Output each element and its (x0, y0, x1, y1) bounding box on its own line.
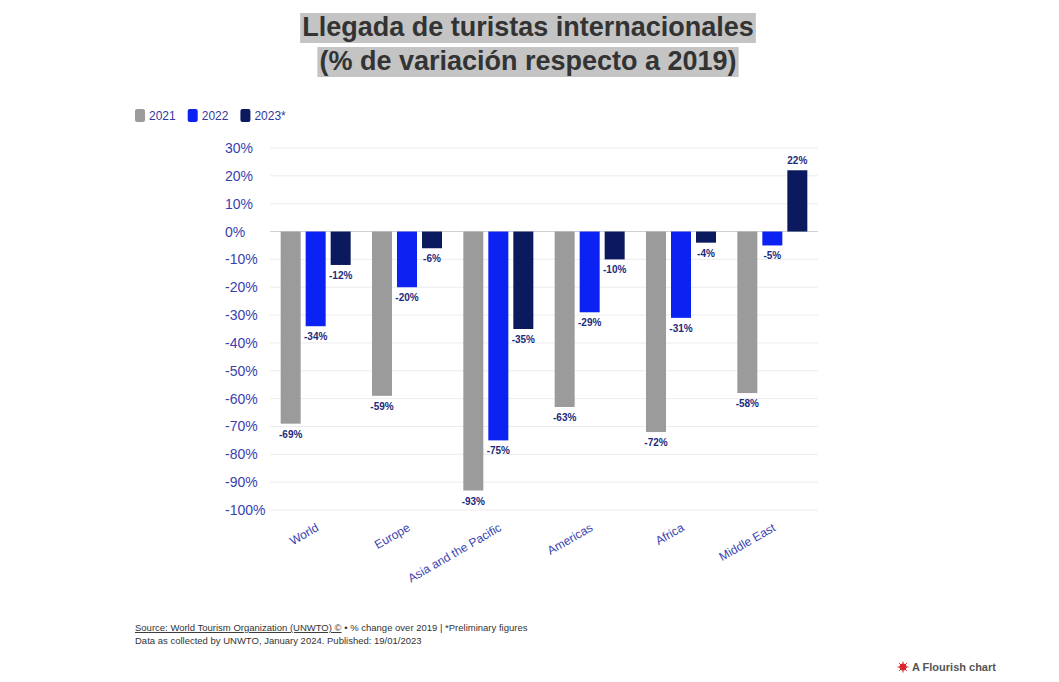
bars (281, 170, 808, 490)
y-tick-label: -40% (225, 335, 258, 351)
bar (555, 232, 575, 407)
data-label: -63% (553, 412, 576, 423)
x-tick-label: World (287, 520, 321, 548)
chart: Llegada de turistas internacionales (% de… (0, 0, 1059, 682)
legend-swatch (188, 109, 198, 122)
grid-line (270, 426, 818, 427)
grid-line (270, 510, 818, 511)
data-label: -72% (644, 437, 667, 448)
y-tick-label: -20% (225, 279, 258, 295)
y-tick-label: -30% (225, 307, 258, 323)
bar (331, 232, 351, 265)
source: Source: World Tourism Organization (UNWT… (135, 622, 528, 633)
grid-line (270, 370, 818, 371)
grid-line (270, 148, 818, 149)
data-label: -35% (512, 334, 535, 345)
bar (762, 232, 782, 246)
data-label: -69% (279, 429, 302, 440)
bar (580, 232, 600, 313)
grid-line (270, 454, 818, 455)
flourish-icon-ray (899, 667, 903, 671)
legend-label: 2023* (254, 109, 286, 123)
y-tick-label: 0% (225, 224, 245, 240)
bar (488, 232, 508, 441)
data-label: -75% (487, 445, 510, 456)
data-label: -10% (603, 264, 626, 275)
flourish-credit: A Flourish chart (912, 661, 996, 673)
source-note: • % change over 2019 | *Preliminary figu… (342, 622, 528, 633)
bar (397, 232, 417, 288)
flourish-icon-ray (903, 663, 907, 667)
data-label: -29% (578, 317, 601, 328)
bar (513, 232, 533, 329)
legend-swatch (135, 109, 145, 122)
bar (422, 232, 442, 249)
subtitle-highlight (317, 47, 738, 77)
grid-line (270, 482, 818, 483)
data-note: Data as collected by UNWTO, January 2024… (135, 635, 422, 646)
flourish-icon-ray (903, 667, 907, 671)
title: Llegada de turistas internacionales (302, 12, 754, 42)
flourish-icon-ray (899, 663, 903, 667)
bar (671, 232, 691, 318)
data-label: -20% (395, 292, 418, 303)
grid-line (270, 315, 818, 316)
y-tick-label: -80% (225, 446, 258, 462)
bar (787, 170, 807, 231)
x-tick-label: Americas (545, 520, 595, 557)
data-label: -31% (669, 323, 692, 334)
data-label: -12% (329, 270, 352, 281)
grid-line (270, 231, 818, 232)
y-tick-label: -100% (225, 502, 265, 518)
y-tick-label: 20% (225, 168, 253, 184)
grid-line (270, 175, 818, 176)
grid-line (270, 203, 818, 204)
data-label: 22% (787, 155, 807, 166)
y-tick-label: 30% (225, 140, 253, 156)
data-label: -93% (462, 496, 485, 507)
data-label: -58% (736, 398, 759, 409)
bar (372, 232, 392, 396)
bar (281, 232, 301, 424)
title-highlight (300, 13, 756, 43)
x-tick-label: Asia and the Pacific (406, 520, 504, 585)
source-link[interactable]: Source: World Tourism Organization (UNWT… (135, 622, 342, 633)
y-tick-label: 10% (225, 196, 253, 212)
y-tick-label: -10% (225, 251, 258, 267)
x-tick-label: Africa (653, 520, 687, 548)
grid-line (270, 342, 818, 343)
bar (737, 232, 757, 394)
data-label: -6% (423, 253, 441, 264)
data-label: -4% (697, 248, 715, 259)
y-tick-label: -70% (225, 418, 258, 434)
y-tick-label: -50% (225, 363, 258, 379)
subtitle: (% de variación respecto a 2019) (319, 46, 736, 76)
legend-label: 2022 (202, 109, 229, 123)
grid-line (270, 259, 818, 260)
y-tick-label: -90% (225, 474, 258, 490)
bar (696, 232, 716, 243)
x-tick-label: Europe (372, 520, 413, 552)
bar (463, 232, 483, 491)
data-label: -34% (304, 331, 327, 342)
legend-label: 2021 (149, 109, 176, 123)
y-tick-label: -60% (225, 391, 258, 407)
x-tick-label: Middle East (717, 520, 779, 564)
bar (605, 232, 625, 260)
grid-line (270, 287, 818, 288)
data-label: -59% (370, 401, 393, 412)
legend-swatch (240, 109, 250, 122)
bar (646, 232, 666, 432)
bar (306, 232, 326, 327)
data-label: -5% (763, 250, 781, 261)
